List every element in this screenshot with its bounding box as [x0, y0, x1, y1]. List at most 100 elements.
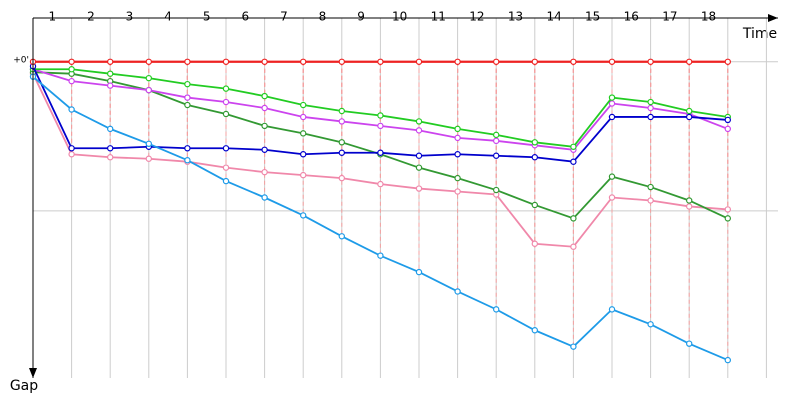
y-axis-title: Gap — [10, 378, 38, 394]
point — [531, 139, 539, 146]
point — [106, 154, 114, 161]
point — [222, 110, 230, 118]
point — [106, 70, 114, 77]
point — [261, 122, 268, 130]
point — [608, 94, 616, 101]
point — [300, 171, 307, 179]
point — [608, 194, 616, 201]
point — [531, 327, 539, 334]
point — [493, 58, 500, 65]
point — [261, 58, 268, 65]
point — [338, 174, 345, 182]
point — [261, 92, 268, 100]
point — [724, 116, 732, 124]
point — [222, 177, 230, 185]
point — [415, 58, 423, 65]
point — [222, 98, 230, 106]
point — [647, 183, 654, 191]
point — [686, 113, 693, 121]
point — [570, 243, 577, 250]
point — [338, 233, 345, 240]
point — [415, 185, 423, 192]
x-tick-label: 14 — [546, 10, 561, 24]
point — [106, 58, 114, 65]
point — [377, 122, 384, 130]
point — [68, 151, 75, 158]
point — [338, 107, 345, 115]
point — [647, 321, 654, 328]
point — [145, 155, 152, 162]
point — [531, 201, 539, 209]
point — [68, 106, 75, 113]
point — [686, 107, 693, 115]
point — [338, 139, 345, 146]
x-axis-title: Time — [742, 26, 777, 42]
point — [570, 215, 577, 222]
point — [493, 306, 500, 313]
point — [608, 58, 616, 65]
point — [724, 58, 732, 65]
x-tick-label: 12 — [469, 10, 484, 24]
point — [415, 164, 423, 171]
point — [377, 252, 384, 259]
point — [222, 145, 230, 152]
point — [493, 186, 500, 194]
point — [686, 340, 693, 347]
point — [415, 118, 423, 125]
point — [570, 343, 577, 350]
point — [338, 149, 345, 156]
point — [184, 101, 191, 109]
point — [68, 145, 75, 152]
point — [415, 268, 423, 276]
point — [106, 125, 114, 133]
point — [686, 203, 693, 210]
point — [145, 86, 152, 94]
point — [493, 137, 500, 145]
x-tick-label: 18 — [701, 10, 716, 24]
x-tick-label: 2 — [87, 10, 95, 24]
point — [686, 197, 693, 204]
point — [570, 143, 577, 150]
point — [454, 174, 461, 182]
point — [608, 113, 616, 121]
x-tick-label: 13 — [508, 10, 523, 24]
x-tick-label: 5 — [203, 10, 211, 24]
x-tick-label: 9 — [357, 10, 365, 24]
point — [531, 58, 539, 65]
point — [338, 118, 345, 125]
point — [222, 58, 230, 65]
point — [377, 112, 384, 119]
point — [454, 188, 461, 195]
x-tick-label: 11 — [431, 10, 446, 24]
point — [647, 104, 654, 112]
point — [454, 58, 461, 65]
point — [647, 98, 654, 106]
point — [686, 58, 693, 65]
point — [300, 58, 307, 65]
x-tick-label: 1 — [48, 10, 56, 24]
x-tick-label: 6 — [241, 10, 249, 24]
point — [300, 151, 307, 158]
point — [377, 149, 384, 156]
point — [724, 356, 732, 364]
point — [377, 58, 384, 65]
point — [68, 77, 75, 85]
point — [145, 58, 152, 65]
x-tick-label: 15 — [585, 10, 600, 24]
point — [531, 154, 539, 161]
point — [724, 206, 732, 213]
point — [415, 127, 423, 134]
point — [68, 66, 75, 73]
point — [531, 240, 539, 247]
point — [300, 130, 307, 137]
point — [724, 215, 732, 222]
point — [493, 152, 500, 159]
x-tick-label: 4 — [164, 10, 172, 24]
point — [68, 58, 75, 65]
point — [724, 125, 732, 133]
point — [261, 104, 268, 112]
point — [261, 168, 268, 176]
point — [184, 157, 191, 164]
point — [647, 58, 654, 65]
